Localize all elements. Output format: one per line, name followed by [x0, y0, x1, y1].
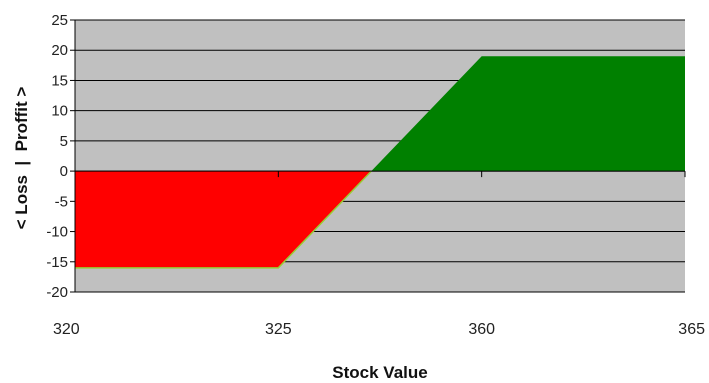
y-tick-label: 25	[51, 12, 68, 29]
y-tick-label: 5	[60, 133, 68, 150]
y-axis-title: < Loss | Proffit >	[12, 87, 31, 230]
y-tick-label: -15	[46, 254, 68, 271]
y-tick-label: 20	[51, 42, 68, 59]
x-tick-label: 360	[468, 321, 495, 338]
y-tick-label: 15	[51, 72, 68, 89]
y-tick-label: 10	[51, 103, 68, 120]
x-axis-title: Stock Value	[332, 363, 427, 382]
y-tick-label: -5	[55, 193, 68, 210]
loss-area	[75, 171, 372, 268]
x-tick-label: 320	[53, 321, 80, 338]
loss-edge-line	[75, 170, 372, 269]
profit-area	[371, 56, 685, 172]
payoff-areas	[75, 56, 685, 269]
x-tick-label: 325	[265, 321, 292, 338]
y-tick-label: -10	[46, 224, 68, 241]
y-tick-label: -20	[46, 284, 68, 301]
x-axis-ticks: 320 325 360 365	[53, 171, 705, 338]
y-tick-label: 0	[60, 163, 68, 180]
x-tick-label: 365	[678, 321, 705, 338]
y-axis-ticks: 25 20 15 10 5 0 -5 -10 -15 -20	[46, 12, 75, 301]
